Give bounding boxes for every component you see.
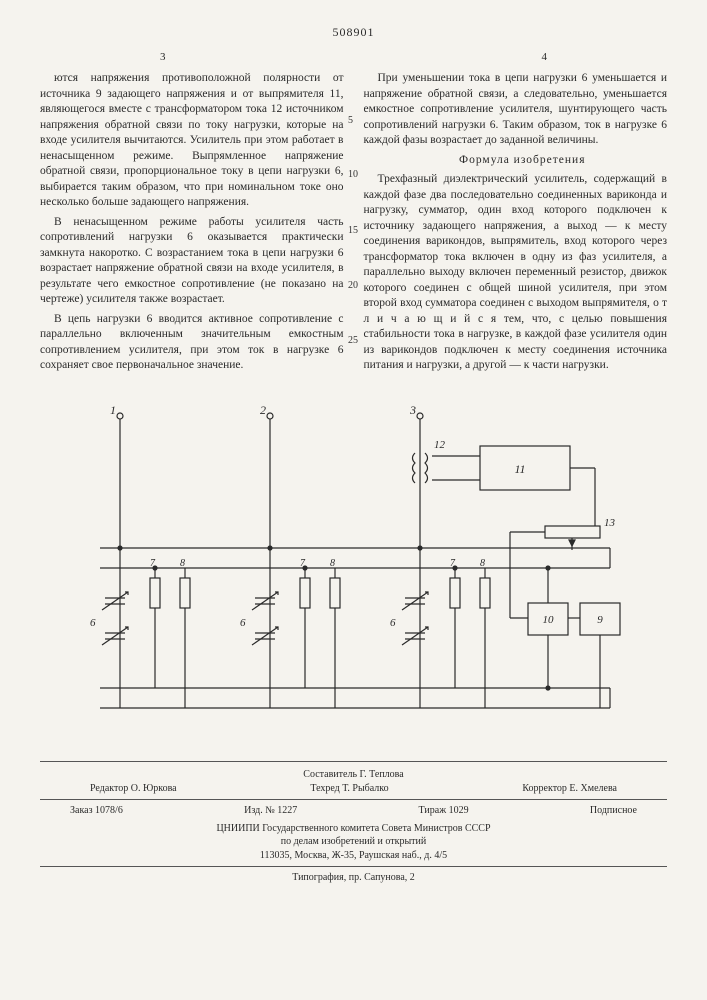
terminal-1: 1 bbox=[110, 403, 123, 548]
footer-print-info: Заказ 1078/6 Изд. № 1227 Тираж 1029 Подп… bbox=[40, 804, 667, 818]
paragraph: Трехфазный диэлектрический усилитель, со… bbox=[364, 172, 668, 374]
line-mark: 15 bbox=[348, 226, 358, 236]
compiler: Составитель Г. Теплова bbox=[40, 768, 667, 782]
right-column: При уменьшении тока в цепи нагрузки 6 ум… bbox=[364, 71, 668, 378]
line-mark: 25 bbox=[348, 336, 358, 346]
podpisnoe: Подписное bbox=[590, 804, 637, 818]
transformer-12: 12 bbox=[413, 439, 481, 483]
line-mark: 5 bbox=[348, 116, 353, 126]
svg-text:8: 8 bbox=[480, 558, 485, 569]
block-9: 9 bbox=[568, 548, 620, 708]
svg-text:2: 2 bbox=[260, 403, 266, 417]
paragraph: В ненасыщенном режиме работы усилителя ч… bbox=[40, 215, 344, 308]
svg-text:6: 6 bbox=[240, 617, 246, 629]
svg-text:9: 9 bbox=[597, 614, 603, 626]
svg-text:13: 13 bbox=[604, 517, 616, 529]
svg-text:8: 8 bbox=[330, 558, 335, 569]
paragraph: В цепь нагрузки 6 вводится активное сопр… bbox=[40, 312, 344, 374]
svg-text:8: 8 bbox=[180, 558, 185, 569]
paragraph: ются напряжения противоположной полярнос… bbox=[40, 71, 344, 211]
line-mark: 20 bbox=[348, 281, 358, 291]
block-13 bbox=[545, 526, 600, 538]
org-line2: по делам изобретений и открытий bbox=[40, 835, 667, 849]
corrector: Корректор Е. Хмелева bbox=[522, 782, 617, 796]
line-mark: 10 bbox=[348, 170, 358, 180]
svg-text:12: 12 bbox=[434, 439, 446, 451]
svg-text:10: 10 bbox=[543, 614, 555, 626]
tirazh: Тираж 1029 bbox=[419, 804, 469, 818]
terminal-3: 3 bbox=[409, 403, 423, 548]
address: 113035, Москва, Ж-35, Раушская наб., д. … bbox=[40, 849, 667, 863]
techred: Техред Т. Рыбалко bbox=[310, 782, 388, 796]
terminal-2: 2 bbox=[260, 403, 273, 548]
formula-title: Формула изобретения bbox=[364, 153, 668, 169]
phase-1-group: 6 7 8 bbox=[90, 546, 190, 688]
order-num: Заказ 1078/6 bbox=[70, 804, 123, 818]
divider bbox=[40, 799, 667, 800]
phase-2-group: 6 7 8 bbox=[240, 546, 340, 688]
block-10: 10 bbox=[510, 548, 568, 688]
phase-3-group: 6 7 8 bbox=[390, 546, 490, 688]
editor: Редактор О. Юркова bbox=[90, 782, 177, 796]
page-numbers: 3 4 bbox=[40, 50, 667, 65]
svg-text:6: 6 bbox=[390, 617, 396, 629]
typography: Типография, пр. Сапунова, 2 bbox=[40, 871, 667, 885]
paragraph: При уменьшении тока в цепи нагрузки 6 ум… bbox=[364, 71, 668, 149]
footer: Составитель Г. Теплова Редактор О. Юрков… bbox=[40, 761, 667, 885]
page-right: 4 bbox=[542, 50, 548, 65]
svg-text:1: 1 bbox=[110, 403, 116, 417]
svg-text:6: 6 bbox=[90, 617, 96, 629]
footer-credits: Редактор О. Юркова Техред Т. Рыбалко Кор… bbox=[40, 782, 667, 796]
izd-num: Изд. № 1227 bbox=[244, 804, 297, 818]
divider bbox=[40, 866, 667, 867]
svg-text:11: 11 bbox=[514, 462, 525, 476]
document-number: 508901 bbox=[40, 24, 667, 40]
left-column: ются напряжения противоположной полярнос… bbox=[40, 71, 344, 378]
circuit-diagram: 1 2 3 12 11 13 bbox=[40, 398, 667, 748]
svg-text:3: 3 bbox=[409, 403, 416, 417]
org-line1: ЦНИИПИ Государственного комитета Совета … bbox=[40, 822, 667, 836]
page-left: 3 bbox=[160, 50, 166, 65]
